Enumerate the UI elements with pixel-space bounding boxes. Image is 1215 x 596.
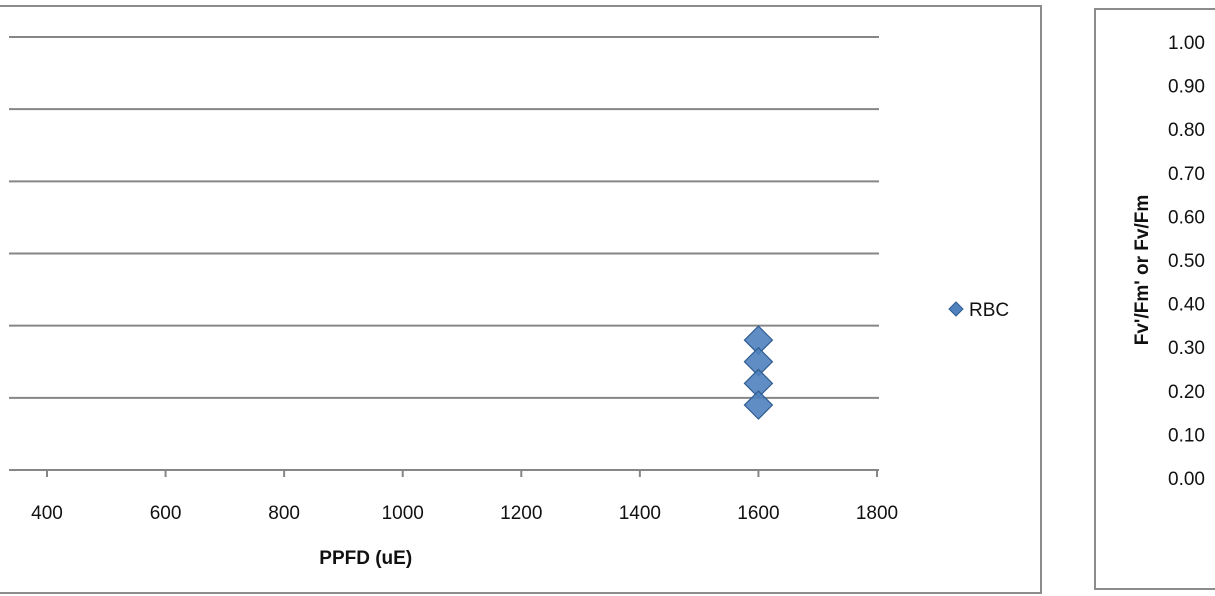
x-tick-label: 1200 [500,503,542,524]
legend-marker-rbc [948,301,964,317]
y-tick-label: 0.40 [1168,295,1205,316]
y-tick-label: 0.00 [1168,469,1205,490]
x-tick-label: 800 [268,503,300,524]
x-tick-label: 1600 [737,503,779,524]
legend-label-rbc: RBC [969,300,1009,321]
chart-panel-right: 0.00 0.10 0.20 0.30 0.40 0.50 0.60 0.70 0.80 0.90… [1094,8,1215,590]
x-tick-label: 1400 [619,503,661,524]
y-tick-label: 0.20 [1168,382,1205,403]
x-tick-label: 400 [31,503,63,524]
x-axis-title: PPFD (uE) [319,548,412,569]
ppfd-scatter-chart: 400 600 800 1000 1200 1400 1600 1800 PPFD (uE) RB… [9,36,1009,569]
x-tick-label: 600 [150,503,182,524]
x-tick-label: 1000 [382,503,424,524]
chart-panel-left: 400 600 800 1000 1200 1400 1600 1800 PPFD (uE) RB… [0,5,1042,594]
y-tick-label: 0.80 [1168,120,1205,141]
y-tick-label: 0.70 [1168,164,1205,185]
data-point-rbc [743,390,774,420]
fvfm-chart: 0.00 0.10 0.20 0.30 0.40 0.50 0.60 0.70 0.80 0.90… [1132,33,1205,490]
y-tick-label: 0.90 [1168,77,1205,98]
x-tick-label: 1800 [856,503,898,524]
y-tick-label: 0.60 [1168,207,1205,228]
y-tick-label: 1.00 [1168,33,1205,54]
y-axis-title: Fv'/Fm' or Fv/Fm [1132,195,1153,346]
y-tick-label: 0.50 [1168,251,1205,272]
y-tick-label: 0.10 [1168,425,1205,446]
series-rbc [743,325,774,420]
y-tick-label: 0.30 [1168,338,1205,359]
